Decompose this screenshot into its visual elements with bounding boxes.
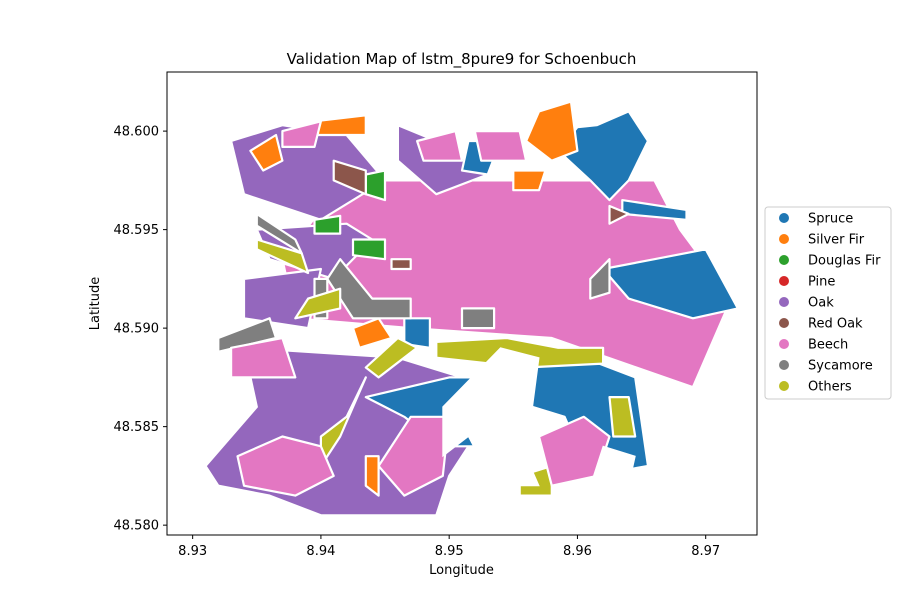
parcel-red-oak	[390, 258, 412, 271]
parcel-sycamore	[589, 258, 611, 300]
parcel-silver-fir	[351, 317, 393, 349]
legend: Spruce Silver Fir Douglas Fir Pine Oak Red Oa…	[764, 206, 892, 400]
x-axis-label: Longitude	[429, 563, 494, 578]
y-tick-label: 48.595	[114, 223, 160, 238]
x-tick-label: 8.93	[178, 544, 207, 559]
legend-label-douglas-fir: Douglas Fir	[808, 254, 881, 269]
parcel-others	[294, 287, 342, 320]
y-axis: 48.580 48.585 48.590 48.595 48.600	[114, 125, 167, 534]
parcel-douglas-fir	[313, 214, 342, 235]
legend-marker-pine	[779, 276, 789, 286]
legend-entries: Spruce Silver Fir Douglas Fir Pine Oak Red Oa…	[779, 212, 881, 395]
parcel-beech	[230, 336, 297, 379]
y-tick-label: 48.590	[114, 322, 160, 337]
x-tick-label: 8.95	[435, 544, 464, 559]
parcel-others	[608, 396, 637, 438]
legend-label-red-oak: Red Oak	[808, 317, 863, 332]
y-tick-label: 48.600	[114, 125, 160, 140]
legend-label-oak: Oak	[808, 296, 834, 311]
unmapped-gap	[442, 347, 540, 487]
parcel-silver-fir	[512, 169, 547, 192]
parcel-spruce	[601, 248, 739, 320]
parcel-douglas-fir	[364, 169, 387, 202]
legend-frame	[764, 206, 892, 400]
parcel-beech	[236, 435, 335, 497]
legend-label-others: Others	[808, 380, 852, 395]
legend-marker-others	[779, 381, 789, 391]
legend-label-sycamore: Sycamore	[808, 359, 873, 374]
parcels-layer	[204, 100, 739, 517]
legend-label-pine: Pine	[808, 275, 835, 290]
parcel-beech	[416, 130, 464, 162]
legend-label-spruce: Spruce	[808, 212, 853, 227]
legend-marker-oak	[779, 297, 789, 307]
chart-title: Validation Map of lstm_8pure9 for Schoen…	[287, 50, 637, 69]
legend-marker-beech	[779, 339, 789, 349]
parcel-red-oak	[332, 159, 367, 196]
unmapped-gap	[589, 445, 636, 487]
parcel-silver-fir	[249, 133, 284, 172]
y-axis-label: Latitude	[88, 277, 103, 331]
plot-frame	[166, 71, 758, 536]
legend-marker-red-oak	[779, 318, 789, 328]
parcel-silver-fir	[524, 100, 579, 162]
y-tick-label: 48.585	[114, 420, 160, 435]
legend-marker-douglas-fir	[779, 255, 789, 265]
x-axis: 8.93 8.94 8.95 8.96 8.97	[178, 535, 720, 559]
x-tick-label: 8.96	[563, 544, 592, 559]
parcel-douglas-fir	[351, 238, 387, 261]
x-tick-label: 8.94	[306, 544, 335, 559]
y-tick-label: 48.580	[114, 519, 160, 534]
parcel-red-oak	[608, 204, 630, 225]
parcel-beech	[281, 120, 322, 148]
parcel-sycamore	[217, 317, 278, 353]
parcel-others	[364, 336, 419, 379]
parcel-spruce	[621, 199, 688, 221]
legend-marker-sycamore	[779, 360, 789, 370]
parcel-sycamore	[460, 307, 496, 330]
parcel-spruce	[403, 317, 431, 349]
legend-marker-silver-fir	[779, 234, 789, 244]
parcel-silver-fir	[364, 455, 380, 497]
x-tick-label: 8.97	[691, 544, 720, 559]
legend-label-beech: Beech	[808, 338, 848, 353]
parcel-beech	[473, 130, 528, 162]
legend-label-silver-fir: Silver Fir	[808, 233, 865, 248]
legend-marker-spruce	[779, 213, 789, 223]
parcel-others	[255, 238, 310, 275]
